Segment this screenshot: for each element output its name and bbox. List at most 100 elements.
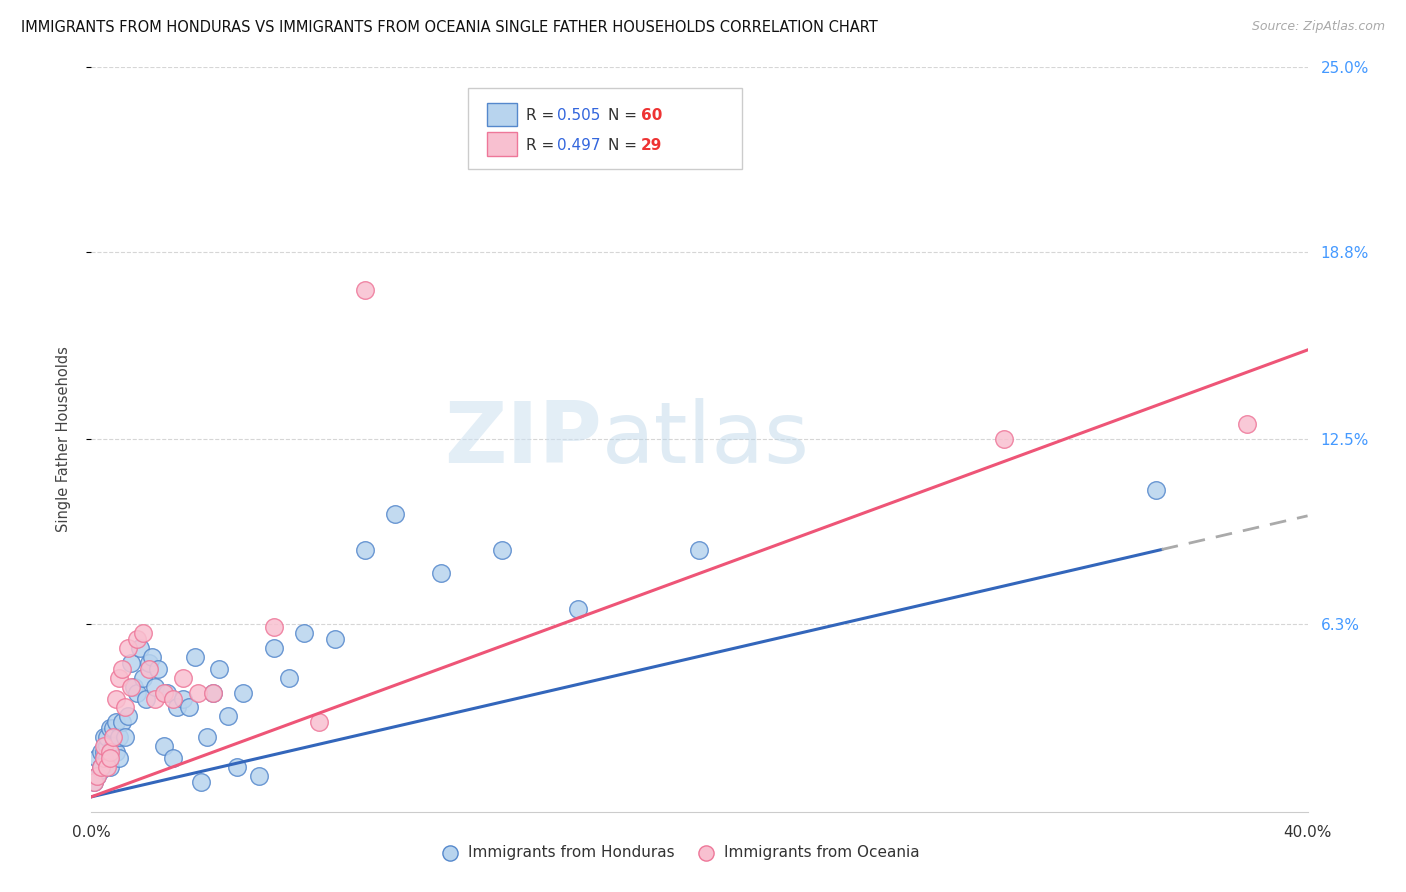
Point [93,730,115,744]
Text: Immigrants from Honduras: Immigrants from Honduras [468,846,675,860]
Point [226,760,249,774]
Point [89,745,111,759]
Point [104,745,127,759]
Point [195,730,218,744]
Point [153,685,176,699]
Point [156,685,179,699]
Point [132,626,155,640]
Point [308,715,330,730]
Point [98,745,121,759]
Point [111,662,134,676]
Point [101,730,124,744]
Point [993,433,1015,447]
Point [177,700,200,714]
FancyBboxPatch shape [486,132,517,156]
Point [232,685,254,699]
Point [132,671,155,685]
Point [93,751,115,765]
Point [323,632,346,646]
Point [125,632,148,646]
Point [83,775,105,789]
Point [202,685,225,699]
Point [86,769,108,783]
Point [98,721,121,735]
Text: N =: N = [609,108,643,123]
Point [129,640,152,655]
Point [83,775,105,789]
Point [247,769,270,783]
Point [98,760,121,774]
Point [120,656,142,670]
Y-axis label: Single Father Households: Single Father Households [56,346,70,533]
Point [1144,483,1167,497]
Point [114,730,136,744]
Text: 29: 29 [641,137,662,153]
Point [567,602,589,616]
Point [93,751,115,765]
Point [122,680,145,694]
Text: 0.497: 0.497 [557,137,600,153]
Point [430,566,453,581]
Point [93,745,115,759]
Point [98,745,121,759]
Point [688,542,710,557]
Point [141,649,163,664]
Point [172,691,194,706]
Point [208,662,231,676]
Point [96,751,118,765]
Point [114,700,136,714]
Point [101,721,124,735]
Point [89,760,111,774]
Text: atlas: atlas [602,398,810,481]
Point [491,542,513,557]
Point [292,626,315,640]
Point [89,760,111,774]
Point [107,730,129,744]
Text: R =: R = [526,108,558,123]
Point [138,662,160,676]
Text: Source: ZipAtlas.com: Source: ZipAtlas.com [1251,20,1385,33]
Point [166,700,188,714]
Point [138,656,160,670]
Point [354,284,377,298]
Text: R =: R = [526,137,558,153]
Point [172,671,194,685]
Text: IMMIGRANTS FROM HONDURAS VS IMMIGRANTS FROM OCEANIA SINGLE FATHER HOUSEHOLDS COR: IMMIGRANTS FROM HONDURAS VS IMMIGRANTS F… [21,20,877,35]
Point [89,763,111,777]
Point [120,680,142,694]
Point [187,685,209,699]
Text: Immigrants from Oceania: Immigrants from Oceania [724,846,920,860]
Point [96,739,118,754]
Point [263,640,285,655]
Point [93,739,115,754]
Point [190,775,212,789]
Point [98,751,121,765]
Point [107,671,129,685]
FancyBboxPatch shape [468,88,742,169]
Point [162,751,184,765]
Point [184,649,207,664]
Point [96,730,118,744]
Point [384,507,406,521]
Point [153,739,176,754]
Point [143,691,166,706]
Point [104,715,127,730]
Text: 60: 60 [641,108,662,123]
Text: N =: N = [609,137,643,153]
Point [101,739,124,754]
Point [86,751,108,765]
Point [111,715,134,730]
Point [148,662,170,676]
Point [104,691,127,706]
Point [278,671,301,685]
Point [86,769,108,783]
Point [107,751,129,765]
Text: ZIP: ZIP [444,398,602,481]
Point [217,709,239,723]
Point [117,709,139,723]
Text: 0.505: 0.505 [557,108,600,123]
Point [96,760,118,774]
Point [135,691,157,706]
Point [1236,417,1258,432]
FancyBboxPatch shape [486,103,517,127]
